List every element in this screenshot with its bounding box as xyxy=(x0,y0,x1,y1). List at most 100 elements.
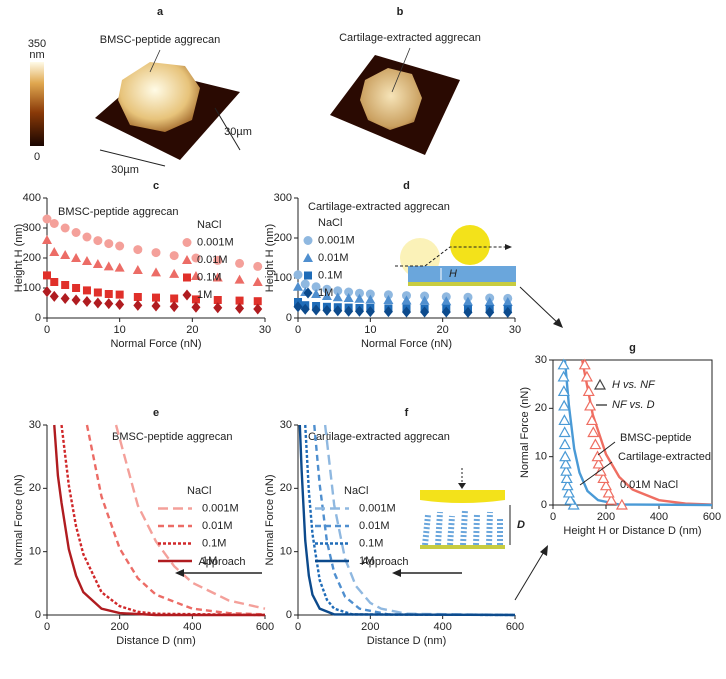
point xyxy=(213,255,223,265)
image-caption: Cartilage-extracted aggrecan xyxy=(339,32,481,44)
series-line xyxy=(60,424,266,617)
panel-label: e xyxy=(153,407,159,419)
point xyxy=(562,486,575,498)
subtitle: Cartilage-extracted aggrecan xyxy=(308,201,450,213)
point xyxy=(133,299,143,311)
legend-label: 1M xyxy=(197,289,212,301)
x-axis-label: Normal Force (nN) xyxy=(110,338,201,350)
y-axis-label: Normal Force (nN) xyxy=(519,387,531,478)
x-axis-label: Distance D (nm) xyxy=(116,635,195,647)
panel-label: f xyxy=(405,407,409,419)
y-tick-label: 100 xyxy=(23,282,41,294)
point xyxy=(293,281,303,291)
point xyxy=(191,295,200,304)
point xyxy=(169,301,179,313)
annotation-arrow xyxy=(579,461,613,486)
series-line xyxy=(313,424,516,617)
point xyxy=(213,296,222,304)
point xyxy=(365,289,375,299)
x-axis-label: Normal Force (nN) xyxy=(361,338,452,350)
x-tick-label: 200 xyxy=(361,621,379,633)
legend-swatch xyxy=(182,255,192,264)
y-tick-label: 10 xyxy=(280,546,292,558)
point xyxy=(591,450,604,462)
point xyxy=(365,294,376,304)
x-tick-label: 400 xyxy=(183,621,201,633)
y-tick-label: 20 xyxy=(29,482,41,494)
point xyxy=(191,253,201,263)
legend-swatch xyxy=(303,287,313,299)
point xyxy=(115,241,125,251)
point xyxy=(557,385,570,397)
point xyxy=(42,235,52,244)
point xyxy=(81,256,92,265)
point xyxy=(42,286,52,298)
annotation: 0.01M NaCl xyxy=(620,479,678,491)
legend-title: NaCl xyxy=(187,485,211,497)
point xyxy=(584,399,597,411)
point xyxy=(502,297,513,306)
point xyxy=(322,284,332,294)
point xyxy=(559,457,572,469)
point xyxy=(321,291,332,300)
point xyxy=(71,294,81,306)
point xyxy=(92,259,103,268)
point xyxy=(561,479,574,491)
x-tick-label: 600 xyxy=(703,511,721,523)
point xyxy=(585,414,598,426)
point xyxy=(300,279,310,289)
y-axis-label: Height H (nm) xyxy=(13,224,25,292)
x-tick-label: 0 xyxy=(550,511,556,523)
annotation: BMSC-peptide xyxy=(620,432,692,444)
point xyxy=(463,306,473,318)
y-tick-label: 10 xyxy=(29,546,41,558)
point xyxy=(354,293,365,303)
y-tick-label: 0 xyxy=(286,609,292,621)
inset-f xyxy=(420,468,511,549)
point xyxy=(322,304,332,316)
point xyxy=(333,286,343,296)
point xyxy=(151,267,161,277)
point xyxy=(558,426,571,438)
point xyxy=(383,306,393,318)
y-tick-label: 0 xyxy=(541,499,547,511)
y-axis-label: Normal Force (nN) xyxy=(13,474,25,565)
y-tick-label: 20 xyxy=(280,482,292,494)
point xyxy=(560,472,573,484)
point xyxy=(213,302,223,314)
point xyxy=(300,303,310,315)
point xyxy=(50,278,59,286)
point xyxy=(402,306,411,318)
legend-label: 1M xyxy=(318,287,333,299)
x-tick-label: 200 xyxy=(110,621,128,633)
point xyxy=(589,438,602,450)
legend-title: NaCl xyxy=(197,219,221,231)
point xyxy=(151,248,161,258)
point xyxy=(191,301,201,313)
point xyxy=(82,286,91,295)
point xyxy=(420,306,430,318)
inset-label: D xyxy=(517,519,525,531)
point xyxy=(114,262,125,272)
legend-label: 0.01M xyxy=(318,252,349,264)
legend-label: 0.1M xyxy=(197,271,221,283)
y-tick-label: 300 xyxy=(23,222,41,234)
y-tick-label: 300 xyxy=(274,192,292,204)
point xyxy=(49,247,60,256)
point xyxy=(152,293,160,302)
x-tick-label: 600 xyxy=(506,621,524,633)
y-tick-label: 30 xyxy=(280,419,292,431)
legend-label: 0.001M xyxy=(318,234,355,246)
point xyxy=(235,258,245,268)
y-axis-label: Normal Force (nN) xyxy=(264,474,276,565)
x-axis-label: Height H or Distance D (nm) xyxy=(563,525,701,537)
legend-swatch xyxy=(183,273,191,282)
point xyxy=(104,239,114,249)
point xyxy=(71,228,81,237)
legend-label: 0.001M xyxy=(197,236,234,248)
inset-d xyxy=(395,225,516,286)
point xyxy=(558,399,571,411)
point xyxy=(49,290,59,302)
point xyxy=(354,305,364,317)
point xyxy=(42,214,52,224)
